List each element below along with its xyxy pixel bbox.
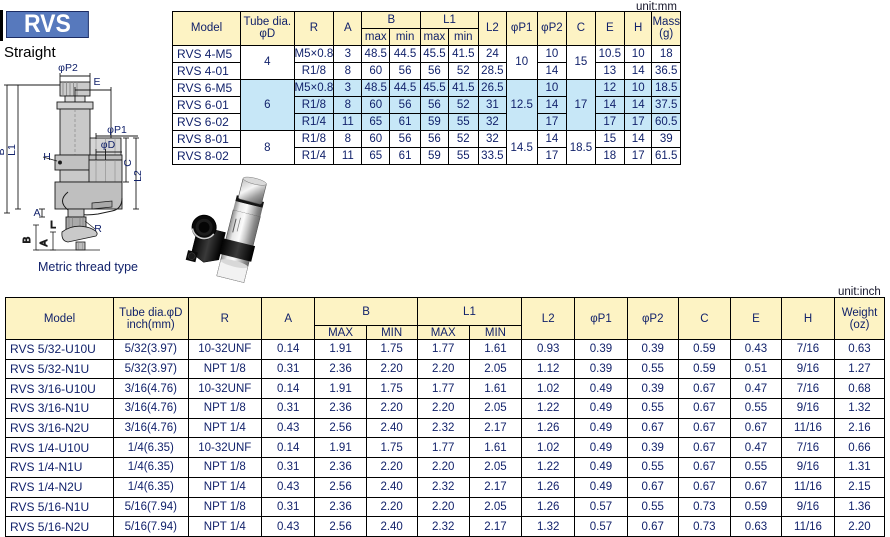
svg-text:B: B (22, 236, 33, 243)
svg-text:C: C (122, 159, 134, 167)
svg-text:H: H (43, 151, 51, 163)
svg-text:E: E (93, 76, 100, 88)
svg-text:L: L (50, 220, 56, 231)
svg-text:φD: φD (101, 139, 116, 151)
svg-text:φP2: φP2 (58, 62, 78, 74)
svg-text:Metric thread type: Metric thread type (38, 260, 138, 274)
svg-text:φP1: φP1 (107, 124, 127, 136)
svg-text:L2: L2 (132, 170, 144, 182)
svg-text:L1: L1 (6, 144, 18, 156)
svg-text:A: A (39, 239, 50, 246)
svg-text:A: A (33, 207, 40, 219)
